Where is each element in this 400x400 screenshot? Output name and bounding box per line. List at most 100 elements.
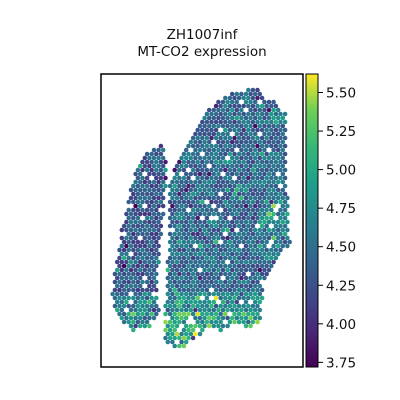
tissue-spot xyxy=(206,315,212,321)
tissue-spot xyxy=(236,127,242,133)
tissue-spot xyxy=(248,123,253,129)
tissue-spot xyxy=(186,199,191,205)
tissue-spot xyxy=(183,259,189,265)
tissue-spot xyxy=(227,167,233,173)
tissue-spot xyxy=(269,143,274,149)
tissue-spot xyxy=(250,263,256,269)
tissue-spot xyxy=(193,195,198,201)
tissue-spot xyxy=(232,303,237,309)
tissue-spot xyxy=(211,211,217,217)
tissue-spot xyxy=(266,235,272,241)
tissue-spot xyxy=(236,279,242,285)
tissue-spot xyxy=(179,195,184,201)
tissue-spot xyxy=(280,139,286,145)
tissue-spot xyxy=(223,95,228,101)
tissue-spot xyxy=(156,251,161,257)
tissue-spot xyxy=(181,295,187,301)
tissue-spot xyxy=(149,303,154,309)
tissue-spot xyxy=(223,255,228,261)
tissue-spot xyxy=(232,247,237,253)
tissue-spot xyxy=(135,191,141,197)
tissue-spot xyxy=(190,199,196,205)
tissue-spot xyxy=(248,171,253,177)
tissue-spot xyxy=(220,323,226,329)
tissue-spot xyxy=(241,127,246,133)
tissue-spot xyxy=(190,311,196,317)
tissue-spot xyxy=(193,219,198,225)
tissue-spot xyxy=(218,143,223,149)
tissue-spot xyxy=(133,171,138,177)
tissue-spot xyxy=(246,311,251,317)
tissue-spot xyxy=(137,243,143,249)
tissue-spot xyxy=(142,307,148,313)
tissue-spot xyxy=(195,215,200,221)
tissue-spot xyxy=(282,135,288,141)
tissue-spot xyxy=(163,335,168,341)
tissue-spot xyxy=(262,139,267,145)
tissue-spot xyxy=(275,187,281,193)
tissue-spot xyxy=(243,307,249,313)
tissue-spot xyxy=(275,139,281,145)
tissue-spot xyxy=(243,131,249,137)
tissue-spot xyxy=(216,163,221,169)
tissue-spot xyxy=(213,255,219,261)
tissue-spot xyxy=(248,91,253,97)
tissue-spot xyxy=(236,247,242,253)
tissue-spot xyxy=(188,195,194,201)
tissue-spot xyxy=(140,319,145,325)
tissue-spot xyxy=(252,115,258,121)
tissue-spot xyxy=(257,139,263,145)
tissue-spot xyxy=(246,111,251,117)
tissue-spot xyxy=(234,187,240,193)
tissue-spot xyxy=(156,179,161,185)
tissue-spot xyxy=(209,135,214,141)
tissue-spot xyxy=(211,323,217,329)
tissue-spot xyxy=(204,247,210,253)
tissue-spot xyxy=(188,171,194,177)
tissue-spot xyxy=(218,159,223,165)
tissue-spot xyxy=(269,199,274,205)
tissue-spot xyxy=(135,319,141,325)
tissue-spot xyxy=(167,223,173,229)
tissue-spot xyxy=(206,291,212,297)
tissue-spot xyxy=(204,215,210,221)
tissue-spot xyxy=(126,247,131,253)
tissue-spot xyxy=(137,187,143,193)
tissue-spot xyxy=(202,187,207,193)
tissue-spot xyxy=(190,303,196,309)
tissue-spot xyxy=(200,327,205,333)
tissue-spot xyxy=(170,219,175,225)
tissue-spot xyxy=(174,323,180,329)
tissue-spot xyxy=(255,191,260,197)
tissue-spot xyxy=(255,135,260,141)
tissue-spot xyxy=(202,123,207,129)
tissue-spot xyxy=(186,247,191,253)
tissue-spot xyxy=(128,275,134,281)
tissue-spot xyxy=(259,215,265,221)
tissue-spot xyxy=(250,111,256,117)
tissue-spot xyxy=(257,219,263,225)
tissue-spot xyxy=(266,155,272,161)
tissue-spot xyxy=(229,315,235,321)
tissue-spot xyxy=(211,235,217,241)
tissue-spot xyxy=(119,235,125,241)
tissue-spot xyxy=(278,215,283,221)
tissue-spot xyxy=(236,231,242,237)
tissue-spot xyxy=(135,167,141,173)
tissue-spot xyxy=(236,311,242,317)
tissue-spot xyxy=(223,167,228,173)
tissue-spot xyxy=(280,227,286,233)
tissue-spot xyxy=(172,231,177,237)
tissue-spot xyxy=(193,147,198,153)
tissue-spot xyxy=(271,99,276,105)
tissue-spot xyxy=(204,287,210,293)
tissue-spot xyxy=(216,107,221,113)
tissue-spot xyxy=(218,167,223,173)
tissue-spot xyxy=(204,151,210,157)
tissue-spot xyxy=(172,167,177,173)
tissue-spot xyxy=(160,147,166,153)
tissue-spot xyxy=(202,147,207,153)
tissue-spot xyxy=(271,219,276,225)
tissue-spot xyxy=(190,215,196,221)
tissue-spot xyxy=(112,287,118,293)
